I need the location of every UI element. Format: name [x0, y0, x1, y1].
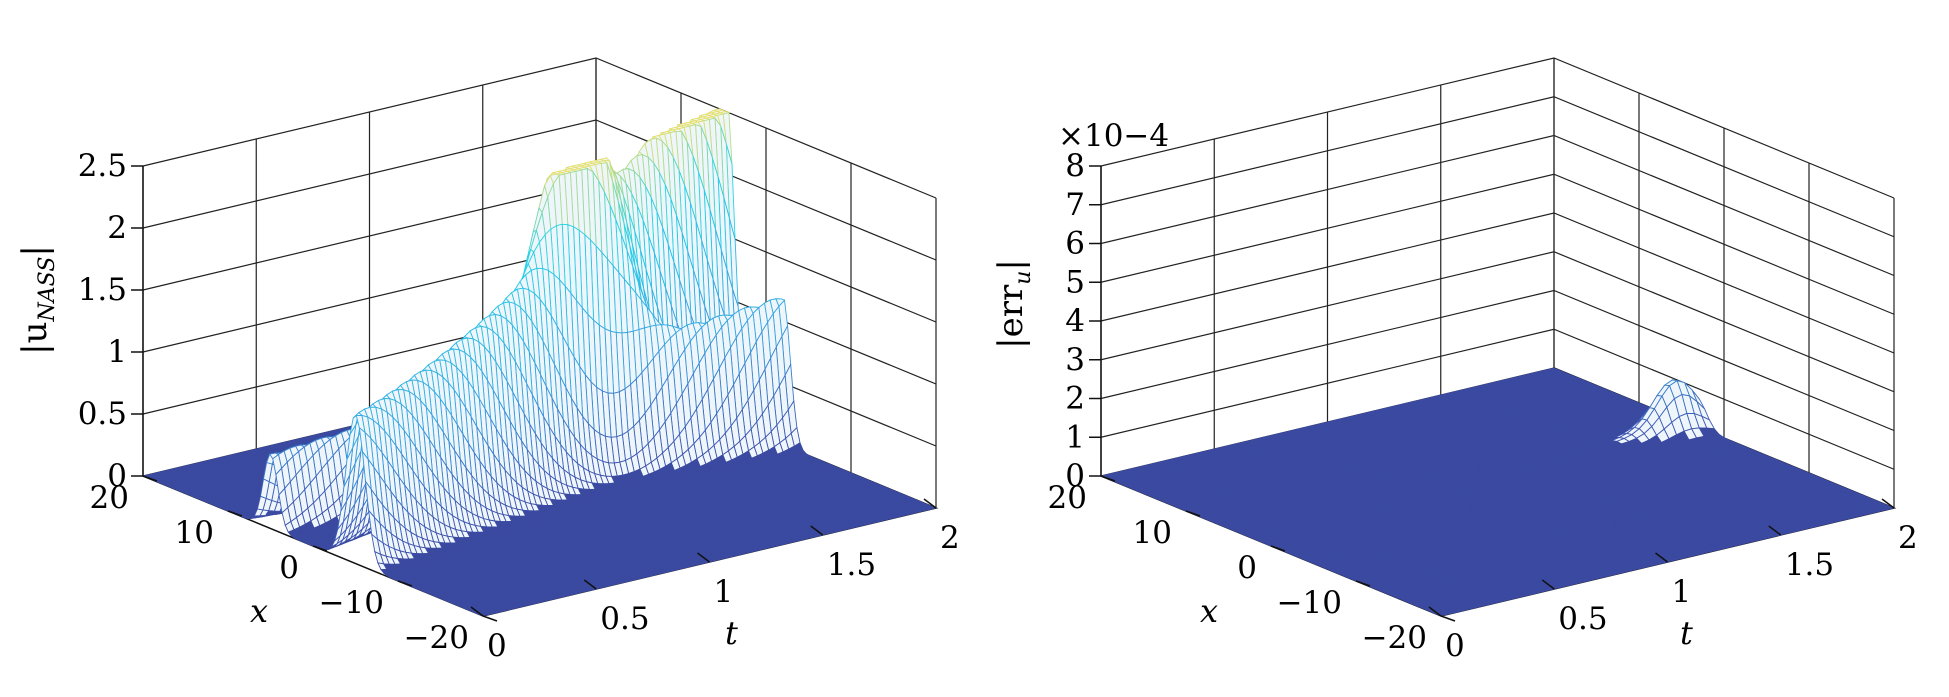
surface-mesh: [141, 108, 938, 617]
x-tick-label: 10: [1133, 515, 1172, 551]
tick-labels-left: 0 0.5 1 1.5 2 2.5 20 10 0 −10 −20 0 0.5 1 1.5 2: [78, 148, 960, 664]
z-axis-label-right: |erru|: [991, 259, 1036, 349]
z-tick-label: 1: [1065, 419, 1085, 455]
z-tick-label: 3: [1065, 342, 1085, 378]
z-tick-label: 5: [1065, 264, 1085, 300]
surface-plot-u-nass: 0 0.5 1 1.5 2 2.5 20 10 0 −10 −20 0 0.5 1 1.5 2 |uNASS|…: [15, 57, 960, 664]
t-axis-label-left: t: [725, 614, 738, 652]
surface-mesh: [1099, 367, 1896, 617]
z-tick-label: 0: [107, 458, 127, 494]
x-tick-label: −20: [404, 620, 469, 656]
z-tick-label: 0: [1065, 458, 1085, 494]
t-tick-label: 1.5: [1785, 547, 1834, 583]
t-tick-label: 1.5: [827, 547, 876, 583]
t-tick-label: 0: [487, 628, 507, 664]
x-tick-label: −10: [1277, 585, 1342, 621]
t-axis-label-right: t: [1680, 614, 1693, 652]
x-axis-label-right: x: [1200, 592, 1218, 630]
z-tick-label: 6: [1065, 226, 1085, 262]
x-tick-label: −10: [319, 585, 384, 621]
t-tick-label: 0: [1445, 628, 1465, 664]
z-tick-label: 7: [1065, 187, 1085, 223]
z-tick-label: 2: [107, 210, 127, 246]
x-tick-label: 10: [175, 515, 214, 551]
t-tick-label: 0.5: [600, 601, 649, 637]
x-tick-label: −20: [1362, 620, 1427, 656]
x-axis-label-left: x: [250, 592, 268, 630]
t-tick-label: 0.5: [1558, 601, 1607, 637]
t-tick-label: 1: [714, 574, 734, 610]
z-tick-label: 0.5: [78, 396, 127, 432]
x-tick-label: 0: [1237, 550, 1257, 586]
t-tick-label: 2: [1898, 520, 1918, 556]
t-tick-label: 2: [940, 520, 960, 556]
z-tick-label: 1.5: [78, 272, 127, 308]
z-tick-label: 8: [1065, 148, 1085, 184]
t-tick-label: 1: [1672, 574, 1692, 610]
z-tick-label: 1: [107, 334, 127, 370]
x-tick-label: 20: [1048, 480, 1087, 516]
x-tick-label: 0: [279, 550, 299, 586]
x-tick-label: 20: [90, 480, 129, 516]
z-tick-label: 2.5: [78, 148, 127, 184]
z-tick-label: 2: [1065, 381, 1085, 417]
z-axis-label-left: |uNASS|: [15, 245, 60, 355]
surface-u-nass: [141, 108, 938, 617]
surface-err-u: [1099, 367, 1896, 617]
scale-factor-label: ×10−4: [1058, 118, 1169, 154]
z-tick-label: 4: [1065, 303, 1085, 339]
